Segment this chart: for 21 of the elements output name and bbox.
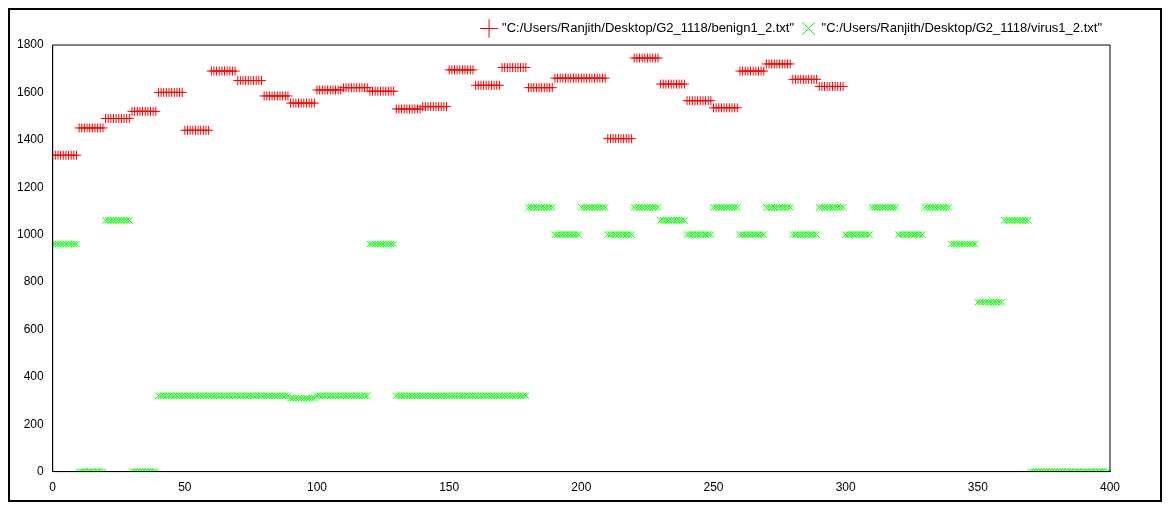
x-tick-label: 250 <box>703 480 724 495</box>
y-tick-label: 1400 <box>16 132 45 147</box>
y-tick-label: 0 <box>37 463 45 478</box>
y-tick-label: 1200 <box>16 179 45 194</box>
y-tick-label: 200 <box>23 416 45 431</box>
y-tick-label: 1000 <box>16 226 45 241</box>
x-tick-label: 150 <box>439 480 460 495</box>
x-tick-label: 100 <box>307 480 328 495</box>
y-tick-label: 1800 <box>16 37 45 52</box>
x-tick-label: 50 <box>178 480 192 495</box>
x-tick-label: 300 <box>835 480 857 495</box>
legend-label: "C:/Users/Ranjith/Desktop/G2_1118/virus1_2.txt" <box>821 20 1103 36</box>
x-tick-label: 0 <box>49 480 57 495</box>
y-tick-label: 800 <box>23 274 45 289</box>
y-tick-label: 1600 <box>16 84 45 99</box>
y-tick-label: 400 <box>23 369 45 384</box>
x-tick-label: 200 <box>571 480 592 495</box>
x-tick-label: 350 <box>967 480 989 495</box>
y-tick-label: 600 <box>23 321 45 336</box>
legend-label: "C:/Users/Ranjith/Desktop/G2_1118/benign1_2.txt" <box>502 20 795 36</box>
x-tick-label: 400 <box>1099 480 1121 495</box>
